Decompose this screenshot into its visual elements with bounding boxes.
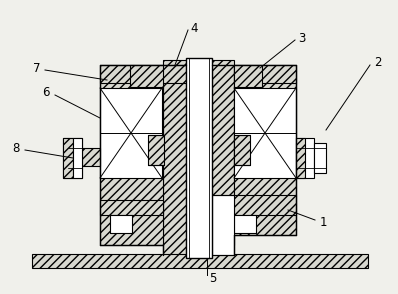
Bar xyxy=(130,65,163,87)
Text: 1: 1 xyxy=(320,216,328,228)
Text: 3: 3 xyxy=(298,31,305,44)
Bar xyxy=(296,138,305,178)
Bar xyxy=(234,135,250,165)
Bar xyxy=(234,65,296,83)
Bar xyxy=(186,58,212,258)
Bar xyxy=(212,195,234,255)
Bar xyxy=(296,138,314,178)
Bar xyxy=(163,60,186,255)
Bar xyxy=(78,148,100,166)
Text: 8: 8 xyxy=(13,141,20,155)
Bar xyxy=(100,65,163,245)
Bar xyxy=(148,135,164,165)
Bar xyxy=(32,254,368,268)
Text: 2: 2 xyxy=(374,56,382,69)
Text: 7: 7 xyxy=(33,61,40,74)
Bar xyxy=(234,88,296,178)
Bar xyxy=(234,65,262,87)
Bar xyxy=(63,138,73,178)
Bar xyxy=(314,143,326,173)
Bar xyxy=(212,60,234,245)
Bar xyxy=(100,200,163,215)
Bar xyxy=(234,65,296,235)
Bar xyxy=(73,138,82,178)
Bar xyxy=(100,65,186,83)
Bar xyxy=(234,195,296,215)
Text: 6: 6 xyxy=(43,86,50,98)
Bar xyxy=(100,88,162,178)
Bar xyxy=(234,215,256,233)
Bar xyxy=(110,215,132,233)
Text: 4: 4 xyxy=(190,21,197,34)
Bar xyxy=(63,138,82,178)
Text: 5: 5 xyxy=(209,271,217,285)
